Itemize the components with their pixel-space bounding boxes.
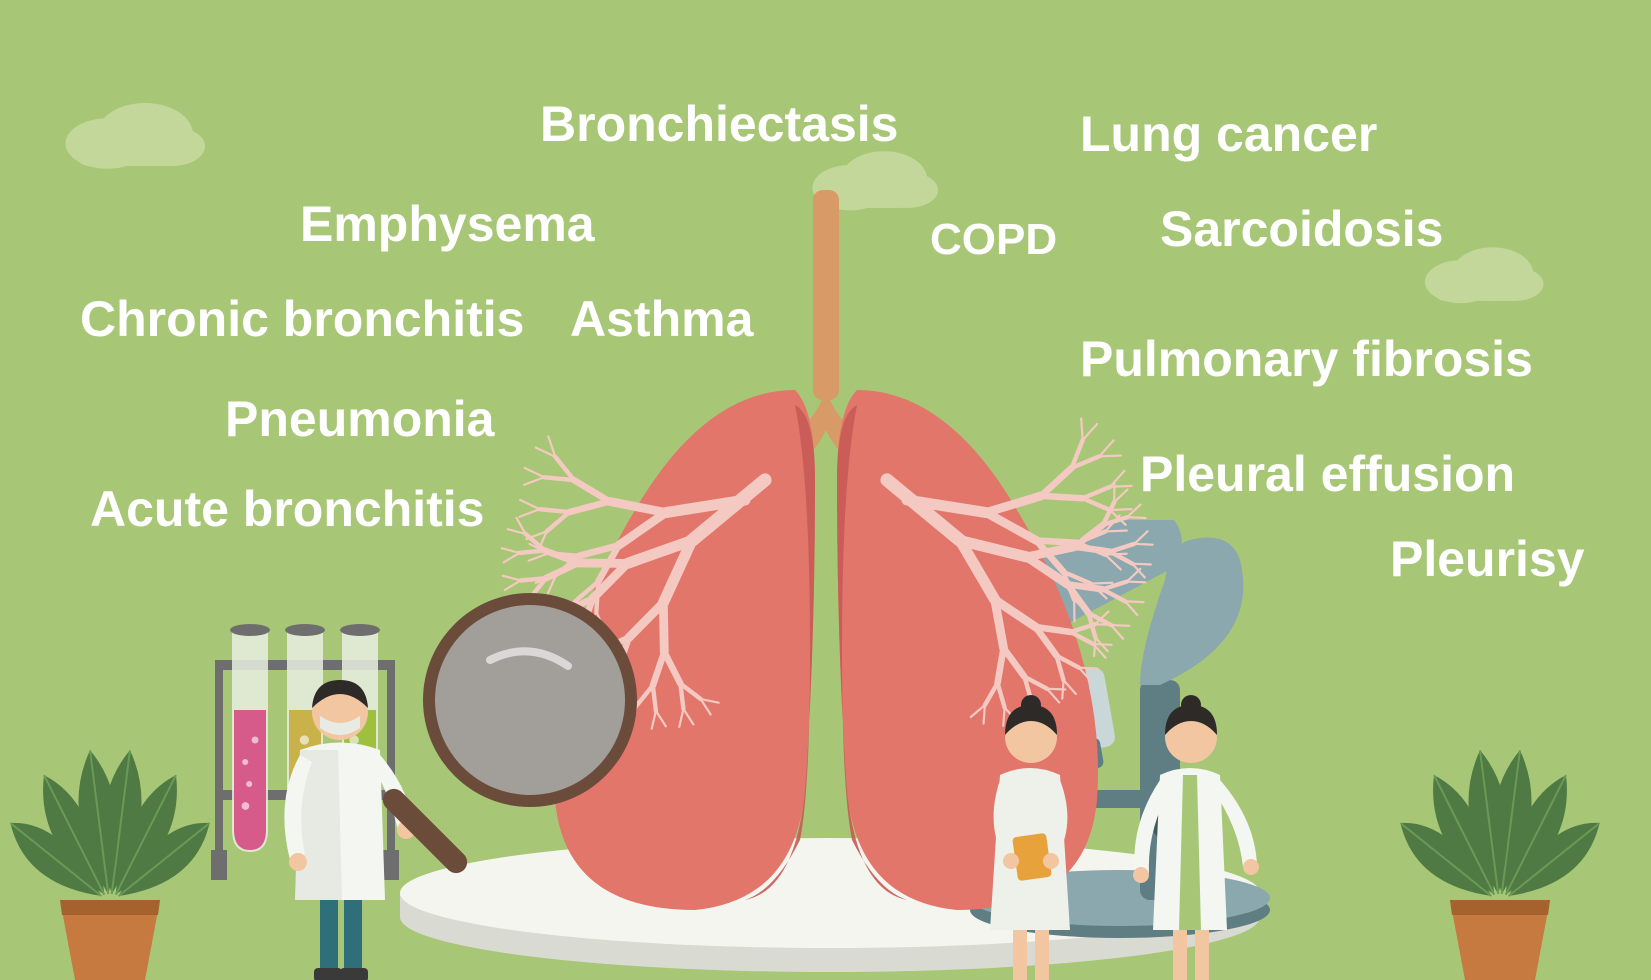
disease-label-emphysema: Emphysema: [300, 195, 595, 253]
plant-right-icon: [1380, 670, 1620, 980]
disease-label-asthma: Asthma: [570, 290, 753, 348]
disease-label-lung-cancer: Lung cancer: [1080, 105, 1377, 163]
disease-label-acute-bronchitis: Acute bronchitis: [90, 480, 484, 538]
disease-label-pulmonary-fibrosis: Pulmonary fibrosis: [1080, 330, 1533, 388]
cloud-icon: [55, 85, 205, 175]
disease-label-chronic-bronchitis: Chronic bronchitis: [80, 290, 524, 348]
disease-label-copd: COPD: [930, 215, 1057, 265]
doctor-female-1-icon: [945, 675, 1115, 980]
disease-label-bronchiectasis: Bronchiectasis: [540, 95, 898, 153]
plant-left-icon: [0, 670, 230, 980]
magnifier-icon: [340, 570, 660, 930]
disease-label-pleurisy: Pleurisy: [1390, 530, 1585, 588]
doctor-female-2-icon: [1105, 675, 1275, 980]
infographic-stage: Bronchiectasis Lung cancer Emphysema COPD Sa…: [0, 0, 1651, 980]
disease-label-pleural-effusion: Pleural effusion: [1140, 445, 1515, 503]
disease-label-sarcoidosis: Sarcoidosis: [1160, 200, 1443, 258]
disease-label-pneumonia: Pneumonia: [225, 390, 494, 448]
